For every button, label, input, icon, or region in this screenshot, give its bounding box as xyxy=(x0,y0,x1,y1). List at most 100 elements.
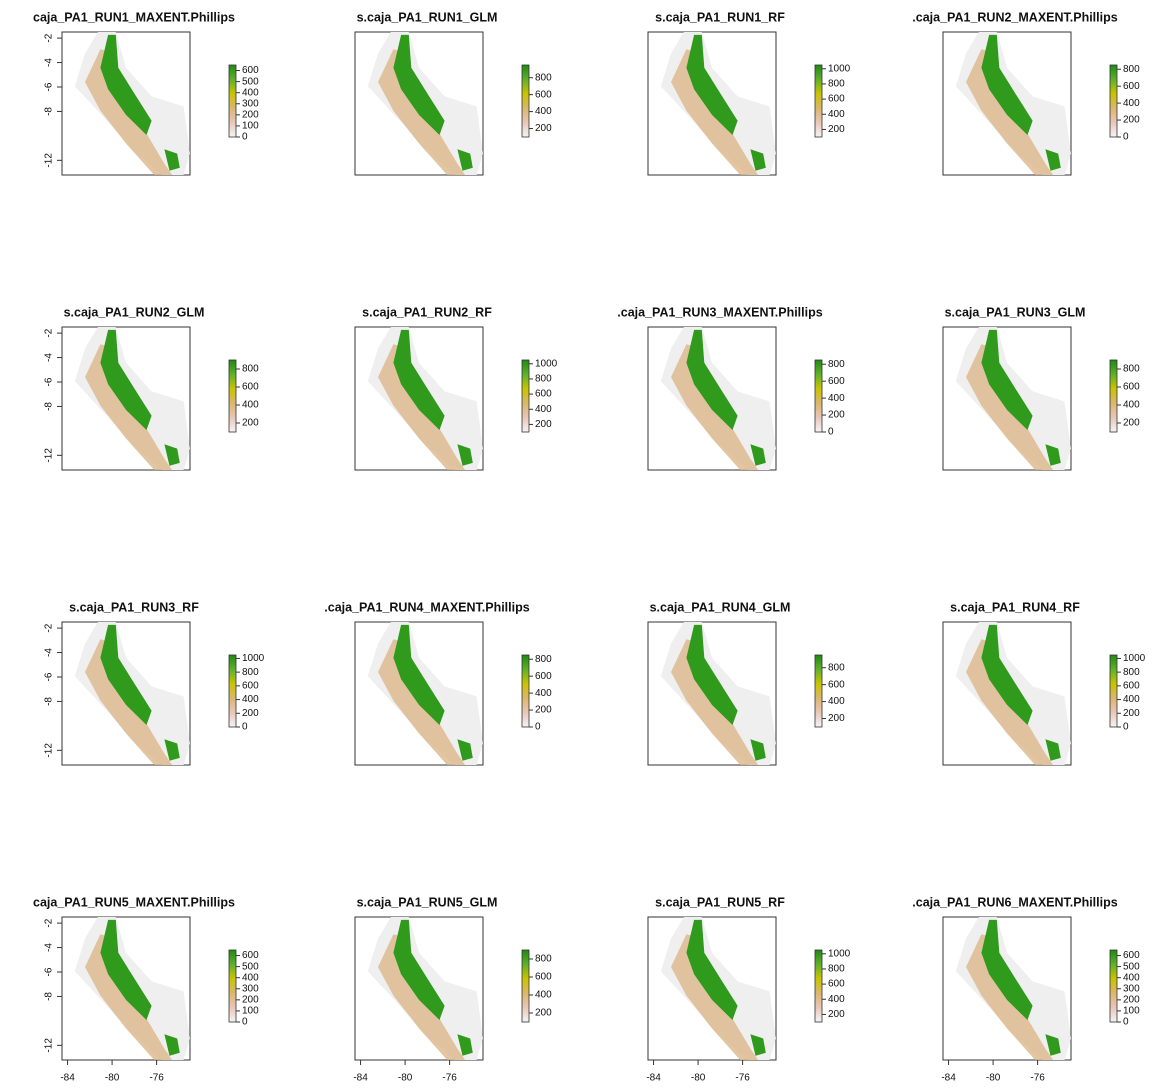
x-tick-label: -84 xyxy=(941,1073,956,1084)
map-suitability-high xyxy=(750,444,766,466)
map-suitability-high xyxy=(457,739,473,761)
colorbar-tick-label: 600 xyxy=(535,671,552,682)
colorbar-tick-label: 200 xyxy=(828,713,845,724)
colorbar-tick-label: 200 xyxy=(242,109,259,120)
panel-title: s.caja_PA1_RUN5_RF xyxy=(655,895,785,909)
map-suitability-high xyxy=(981,329,1033,430)
map-suitability-high xyxy=(981,34,1033,135)
panel-title: .caja_PA1_RUN6_MAXENT.Phillips xyxy=(912,895,1117,909)
map-suitability-high xyxy=(981,919,1033,1020)
colorbar-tick-label: 0 xyxy=(828,427,834,438)
map-suitability-high xyxy=(686,624,738,725)
colorbar-tick-label: 200 xyxy=(1123,115,1140,126)
colorbar-tick-label: 800 xyxy=(1123,64,1140,75)
colorbar-tick-label: 100 xyxy=(242,1006,259,1017)
y-tick-label: -4 xyxy=(44,58,55,67)
y-tick-label: -8 xyxy=(44,107,55,116)
colorbar-tick-label: 200 xyxy=(1123,418,1140,429)
x-tick-label: -76 xyxy=(149,1073,164,1084)
y-tick-label: -6 xyxy=(44,967,55,976)
colorbar-tick-label: 0 xyxy=(242,1017,248,1028)
colorbar-tick-label: 400 xyxy=(828,994,845,1005)
colorbar-tick-label: 400 xyxy=(535,688,552,699)
colorbar xyxy=(814,654,823,728)
colorbar-tick-label: 200 xyxy=(535,705,552,716)
colorbar-tick-label: 400 xyxy=(1123,694,1140,705)
map-suitability-high xyxy=(393,624,445,725)
panel-title: s.caja_PA1_RUN3_RF xyxy=(69,600,199,614)
colorbar xyxy=(1109,654,1118,728)
map-suitability-high xyxy=(164,149,180,171)
colorbar-tick-label: 400 xyxy=(1123,400,1140,411)
panel-title: s.caja_PA1_RUN2_GLM xyxy=(64,305,205,319)
panel-title: .caja_PA1_RUN2_MAXENT.Phillips xyxy=(912,10,1117,24)
colorbar-tick-label: 600 xyxy=(828,679,845,690)
panel-title: .caja_PA1_RUN3_MAXENT.Phillips xyxy=(617,305,822,319)
map-suitability-high xyxy=(981,624,1033,725)
colorbar xyxy=(1109,64,1118,138)
colorbar-tick-label: 300 xyxy=(242,983,259,994)
colorbar-tick-label: 200 xyxy=(828,124,845,135)
map-suitability-high xyxy=(750,1034,766,1056)
colorbar-tick-label: 600 xyxy=(535,89,552,100)
colorbar-tick-label: 1000 xyxy=(828,948,851,959)
colorbar-tick-label: 600 xyxy=(828,376,845,387)
colorbar-tick-label: 200 xyxy=(1123,994,1140,1005)
colorbar-tick-label: 800 xyxy=(535,72,552,83)
colorbar-tick-label: 0 xyxy=(1123,1017,1129,1028)
y-tick-label: -4 xyxy=(44,648,55,657)
panel-title: s.caja_PA1_RUN1_GLM xyxy=(357,10,498,24)
y-tick-label: -12 xyxy=(44,448,55,463)
colorbar-tick-label: 500 xyxy=(1123,961,1140,972)
map-suitability-high xyxy=(686,919,738,1020)
colorbar xyxy=(814,64,823,138)
colorbar-tick-label: 600 xyxy=(828,979,845,990)
colorbar xyxy=(814,359,823,433)
colorbar-tick-label: 600 xyxy=(1123,950,1140,961)
map-suitability-high xyxy=(100,624,152,725)
map-suitability-high xyxy=(100,34,152,135)
colorbar-tick-label: 600 xyxy=(242,382,259,393)
colorbar xyxy=(521,64,530,138)
colorbar-tick-label: 400 xyxy=(242,972,259,983)
map-suitability-high xyxy=(393,919,445,1020)
colorbar-tick-label: 600 xyxy=(535,972,552,983)
colorbar-tick-label: 400 xyxy=(535,990,552,1001)
map-suitability-high xyxy=(100,329,152,430)
colorbar-tick-label: 1000 xyxy=(535,358,558,369)
x-tick-label: -84 xyxy=(353,1073,368,1084)
colorbar-tick-label: 600 xyxy=(535,389,552,400)
colorbar xyxy=(521,949,530,1023)
x-tick-label: -80 xyxy=(691,1073,706,1084)
map-suitability-high xyxy=(1045,1034,1061,1056)
panel-title: s.caja_PA1_RUN5_GLM xyxy=(357,895,498,909)
colorbar-tick-label: 800 xyxy=(535,954,552,965)
map-suitability-high xyxy=(164,739,180,761)
colorbar xyxy=(814,949,823,1023)
panel-title: s.caja_PA1_RUN1_RF xyxy=(655,10,785,24)
colorbar-tick-label: 400 xyxy=(242,400,259,411)
y-tick-label: -12 xyxy=(44,153,55,168)
colorbar-tick-label: 100 xyxy=(242,121,259,132)
y-tick-label: -2 xyxy=(44,33,55,42)
map-suitability-high xyxy=(750,149,766,171)
panel-title: s.caja_PA1_RUN2_RF xyxy=(362,305,492,319)
panel-title: caja_PA1_RUN5_MAXENT.Phillips xyxy=(33,895,235,909)
colorbar-tick-label: 500 xyxy=(242,961,259,972)
x-tick-label: -80 xyxy=(986,1073,1001,1084)
colorbar-tick-label: 200 xyxy=(535,419,552,430)
map-suitability-high xyxy=(686,34,738,135)
colorbar-tick-label: 200 xyxy=(242,994,259,1005)
y-tick-label: -8 xyxy=(44,697,55,706)
panel-title: caja_PA1_RUN1_MAXENT.Phillips xyxy=(33,10,235,24)
colorbar-tick-label: 600 xyxy=(242,680,259,691)
colorbar-tick-label: 300 xyxy=(1123,983,1140,994)
x-tick-label: -84 xyxy=(646,1073,661,1084)
colorbar-tick-label: 200 xyxy=(1123,708,1140,719)
colorbar-tick-label: 400 xyxy=(1123,972,1140,983)
colorbar-tick-label: 300 xyxy=(242,98,259,109)
x-tick-label: -76 xyxy=(735,1073,750,1084)
colorbar xyxy=(1109,359,1118,433)
